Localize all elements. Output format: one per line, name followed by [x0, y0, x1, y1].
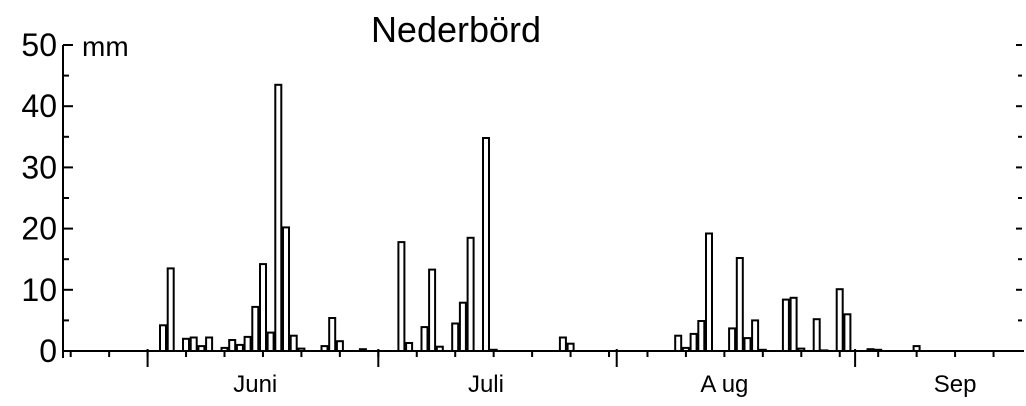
precipitation-bar: [820, 349, 829, 352]
precipitation-bar: [266, 331, 275, 353]
precipitation-bar: [674, 334, 683, 353]
precipitation-bar: [197, 345, 206, 353]
precipitation-bar: [789, 296, 798, 352]
y-tick-label: 0: [39, 333, 57, 369]
precipitation-bar: [405, 342, 414, 352]
precipitation-bar: [735, 257, 744, 352]
precipitation-bar: [205, 336, 214, 352]
precipitation-bar: [458, 301, 467, 353]
precipitation-bar: [182, 337, 190, 352]
precipitation-bar: [335, 340, 344, 353]
chart-title: Nederbörd: [371, 9, 541, 50]
precipitation-bar: [781, 298, 790, 353]
precipitation-bar: [482, 137, 490, 352]
precipitation-bar: [758, 348, 767, 352]
precipitation-bar: [466, 236, 475, 352]
precipitation-bar: [874, 348, 883, 352]
y-tick-label: 30: [21, 149, 57, 185]
y-tick-label: 20: [21, 211, 57, 247]
precipitation-bar: [797, 347, 806, 353]
bars: [159, 83, 921, 353]
precipitation-bar: [166, 267, 175, 352]
precipitation-bar: [489, 348, 498, 352]
precipitation-bar: [835, 288, 844, 353]
precipitation-bar: [282, 226, 290, 352]
precipitation-bar: [697, 320, 706, 352]
precipitation-bar: [435, 345, 444, 353]
y-tick-label: 40: [21, 88, 57, 124]
month-label: A ug: [700, 371, 748, 398]
precipitation-bar: [866, 348, 875, 353]
y-tick-label: 10: [21, 272, 57, 308]
precipitation-bar: [328, 317, 337, 352]
precipitation-bar: [812, 318, 821, 353]
month-label: Juni: [233, 371, 277, 398]
precipitation-bar: [689, 332, 698, 352]
month-label: Juli: [468, 371, 504, 398]
precipitation-bar: [235, 343, 244, 352]
precipitation-bar: [843, 313, 852, 352]
precipitation-bar: [358, 348, 367, 353]
y-axis-unit: mm: [82, 31, 129, 62]
precipitation-bar: [751, 319, 760, 352]
precipitation-bar: [743, 337, 752, 353]
precipitation-bar: [420, 326, 429, 353]
precipitation-bar: [705, 232, 713, 352]
precipitation-bar: [251, 305, 260, 352]
precipitation-bar: [451, 322, 460, 352]
precipitation-bar: [228, 339, 237, 352]
axis-labels: 0 10 20 30 40 50 Juni Juli A ug Sep: [21, 27, 976, 398]
precipitation-bar: [189, 336, 198, 352]
precipitation-bar: [243, 335, 252, 352]
precipitation-bar: [428, 268, 437, 353]
precipitation-bar: [159, 324, 167, 352]
precipitation-bar: [681, 346, 690, 352]
precipitation-bar: [289, 334, 298, 353]
precipitation-bar: [259, 263, 267, 353]
y-tick-label: 50: [21, 27, 57, 63]
precipitation-bar: [397, 241, 406, 353]
precipitation-bar: [566, 342, 575, 353]
precipitation-bar: [320, 345, 329, 353]
precipitation-bar: [558, 336, 567, 352]
axes: [62, 44, 1024, 367]
precipitation-bar: [274, 83, 283, 353]
precipitation-bar: [220, 346, 229, 352]
month-label: Sep: [934, 371, 977, 398]
precipitation-bar: [912, 345, 921, 353]
precipitation-bar: [728, 327, 737, 352]
precipitation-bar: [297, 347, 306, 353]
